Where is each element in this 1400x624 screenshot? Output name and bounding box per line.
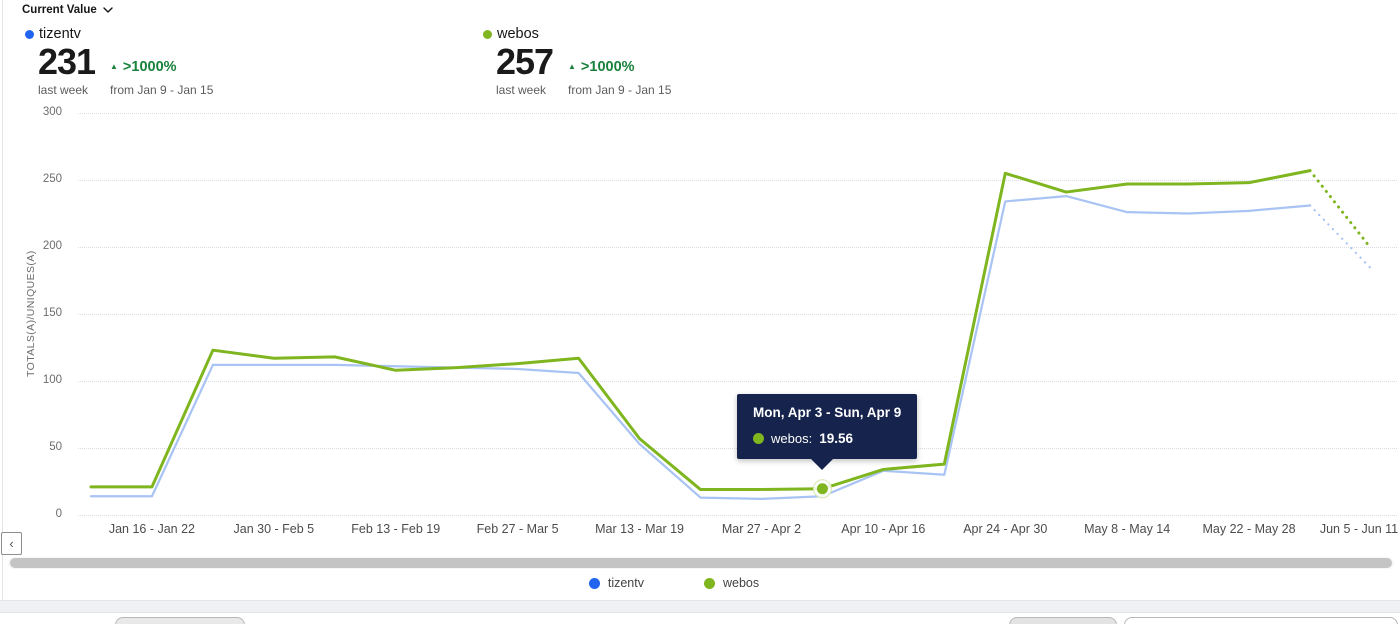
bottom-button-3[interactable] xyxy=(1124,617,1398,624)
up-arrow-icon: ▲ xyxy=(568,62,576,71)
x-tick-label: May 22 - May 28 xyxy=(1202,522,1296,536)
x-tick-label: Jan 30 - Feb 5 xyxy=(233,522,315,536)
tooltip-series-label: webos: xyxy=(771,431,813,446)
legend-label-tizentv: tizentv xyxy=(607,576,644,590)
gridline xyxy=(78,515,1397,516)
metric-period-webos: last week xyxy=(496,83,547,97)
metric-selector-label: Current Value xyxy=(22,4,97,16)
metric-change-tizentv: ▲ >1000% xyxy=(110,59,213,80)
y-tick-label: 200 xyxy=(42,240,62,252)
series-line-tizentv xyxy=(89,194,1312,501)
x-tick-label: Mar 13 - Mar 19 xyxy=(595,522,684,536)
x-tick-label: Feb 27 - Mar 5 xyxy=(476,522,559,536)
metric-change-webos: ▲ >1000% xyxy=(568,59,671,80)
series-dot-webos xyxy=(483,29,492,39)
gridline xyxy=(78,314,1397,315)
series-line-partial-tizentv xyxy=(1308,204,1373,270)
bottom-button-1[interactable] xyxy=(115,617,245,624)
chevron-down-icon xyxy=(103,7,113,13)
y-tick-label: 50 xyxy=(49,441,62,453)
bottom-toolbar xyxy=(0,614,1400,624)
metric-compare-webos: from Jan 9 - Jan 15 xyxy=(568,83,672,97)
x-tick-label: Jun 5 - Jun 11 xyxy=(1319,522,1399,536)
bottom-button-2[interactable] xyxy=(1009,617,1117,624)
y-tick-label: 300 xyxy=(42,106,62,118)
chart-legend: tizentv webos xyxy=(0,571,1374,595)
y-tick-label: 150 xyxy=(42,307,62,319)
hover-marker-dot xyxy=(816,483,828,495)
horizontal-scrollbar-thumb[interactable] xyxy=(10,558,1392,568)
x-tick-label: May 8 - May 14 xyxy=(1084,522,1171,536)
tooltip-value: 19.56 xyxy=(819,431,853,446)
horizontal-scrollbar-track[interactable] xyxy=(8,557,1394,569)
gridline xyxy=(78,113,1397,114)
metric-compare-tizentv: from Jan 9 - Jan 15 xyxy=(110,83,214,97)
hover-marker-halo xyxy=(812,479,832,499)
panel-left-border xyxy=(2,0,3,601)
metric-value-tizentv: 231 xyxy=(38,41,96,82)
metric-summary-webos: webos 257 ▲ >1000% last week from Jan 9 … xyxy=(480,26,671,97)
x-tick-label: Mar 27 - Apr 2 xyxy=(721,522,802,536)
legend-dot-tizentv xyxy=(588,577,600,589)
chart-tooltip: Mon, Apr 3 - Sun, Apr 9 webos: 19.56 xyxy=(737,394,918,470)
scroll-left-button[interactable]: ‹ xyxy=(1,532,22,555)
y-tick-label: 100 xyxy=(42,374,62,386)
x-tick-label: Apr 24 - Apr 30 xyxy=(963,522,1048,536)
x-tick-label: Apr 10 - Apr 16 xyxy=(841,522,926,536)
metric-value-webos: 257 xyxy=(496,41,554,82)
metric-summary-tizentv: tizentv 231 ▲ >1000% last week from Jan … xyxy=(22,26,213,97)
legend-label-webos: webos xyxy=(723,576,760,590)
tooltip-series-dot xyxy=(753,433,764,444)
up-arrow-icon: ▲ xyxy=(110,62,118,71)
legend-item-tizentv[interactable]: tizentv xyxy=(588,576,644,590)
gridline xyxy=(78,180,1397,181)
series-line-webos xyxy=(89,169,1312,492)
metric-period-tizentv: last week xyxy=(38,83,89,97)
series-name-tizentv: tizentv xyxy=(39,26,81,42)
series-dot-tizentv xyxy=(25,29,34,39)
gridline xyxy=(78,247,1397,248)
tooltip-date-range: Mon, Apr 3 - Sun, Apr 9 xyxy=(753,405,902,420)
series-line-partial-webos xyxy=(1308,169,1373,250)
x-tick-label: Jan 16 - Jan 22 xyxy=(108,522,196,536)
legend-item-webos[interactable]: webos xyxy=(704,576,759,590)
legend-dot-webos xyxy=(704,577,715,589)
x-tick-label: Feb 13 - Feb 19 xyxy=(351,522,441,536)
metric-selector-dropdown[interactable]: Current Value xyxy=(22,4,113,16)
metric-change-text: >1000% xyxy=(122,59,177,75)
section-divider-band xyxy=(0,600,1400,613)
y-tick-label: 250 xyxy=(42,173,62,185)
series-name-webos: webos xyxy=(497,26,539,42)
gridline xyxy=(78,381,1397,382)
y-tick-label: 0 xyxy=(55,508,62,520)
metric-change-text: >1000% xyxy=(580,59,635,75)
